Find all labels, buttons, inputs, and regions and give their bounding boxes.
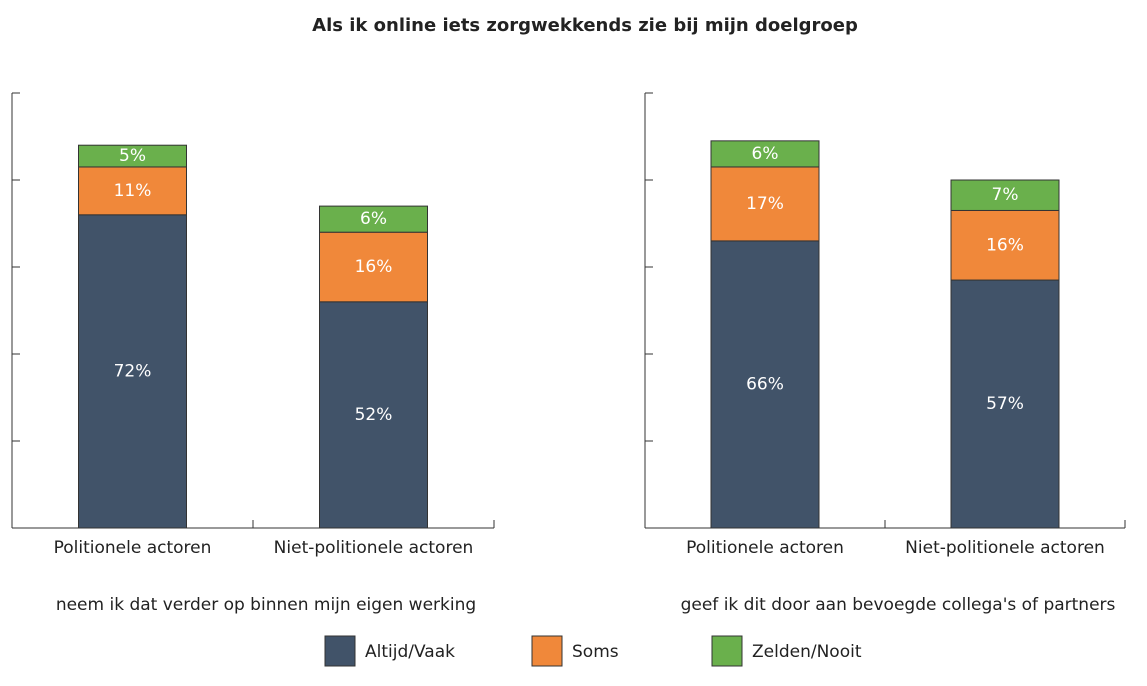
value-label: 7%: [992, 185, 1019, 205]
bar-segment: [950, 279, 1060, 529]
axis-subtitle: neem ik dat verder op binnen mijn eigen …: [56, 595, 476, 615]
bar-segment: [78, 144, 187, 168]
value-label: 6%: [752, 144, 779, 164]
value-label: 72%: [114, 361, 152, 381]
x-tick-label: Politionele actoren: [686, 538, 844, 558]
value-label: 17%: [746, 194, 784, 214]
value-label: 52%: [355, 405, 393, 425]
x-tick-label: Niet-politionele actoren: [905, 538, 1105, 558]
x-tick-label: Politionele actoren: [54, 538, 212, 558]
bar-segment: [319, 231, 428, 303]
bar-segment: [710, 166, 820, 242]
axis-subtitle: geef ik dit door aan bevoegde collega's …: [681, 595, 1116, 615]
legend-swatch: [324, 635, 356, 667]
bar-segment: [78, 214, 187, 529]
value-label: 6%: [360, 209, 387, 229]
value-label: 66%: [746, 374, 784, 394]
chart-title: Als ik online iets zorgwekkends zie bij …: [312, 15, 858, 36]
bar-segment: [710, 240, 820, 529]
value-label: 11%: [114, 181, 152, 201]
value-label: 16%: [986, 235, 1024, 255]
bar-segment: [319, 205, 428, 233]
value-label: 57%: [986, 394, 1024, 414]
value-label: 16%: [355, 257, 393, 277]
bar-segment: [710, 140, 820, 168]
bar-segment: [78, 166, 187, 216]
bar-segment: [950, 179, 1060, 211]
bar-segment: [319, 301, 428, 529]
legend-label: Soms: [572, 642, 619, 662]
value-label: 5%: [119, 146, 146, 166]
legend-label: Zelden/Nooit: [752, 642, 862, 662]
legend-swatch: [531, 635, 563, 667]
legend-label: Altijd/Vaak: [365, 642, 455, 662]
legend-swatch: [711, 635, 743, 667]
bar-segment: [950, 209, 1060, 281]
x-tick-label: Niet-politionele actoren: [274, 538, 474, 558]
